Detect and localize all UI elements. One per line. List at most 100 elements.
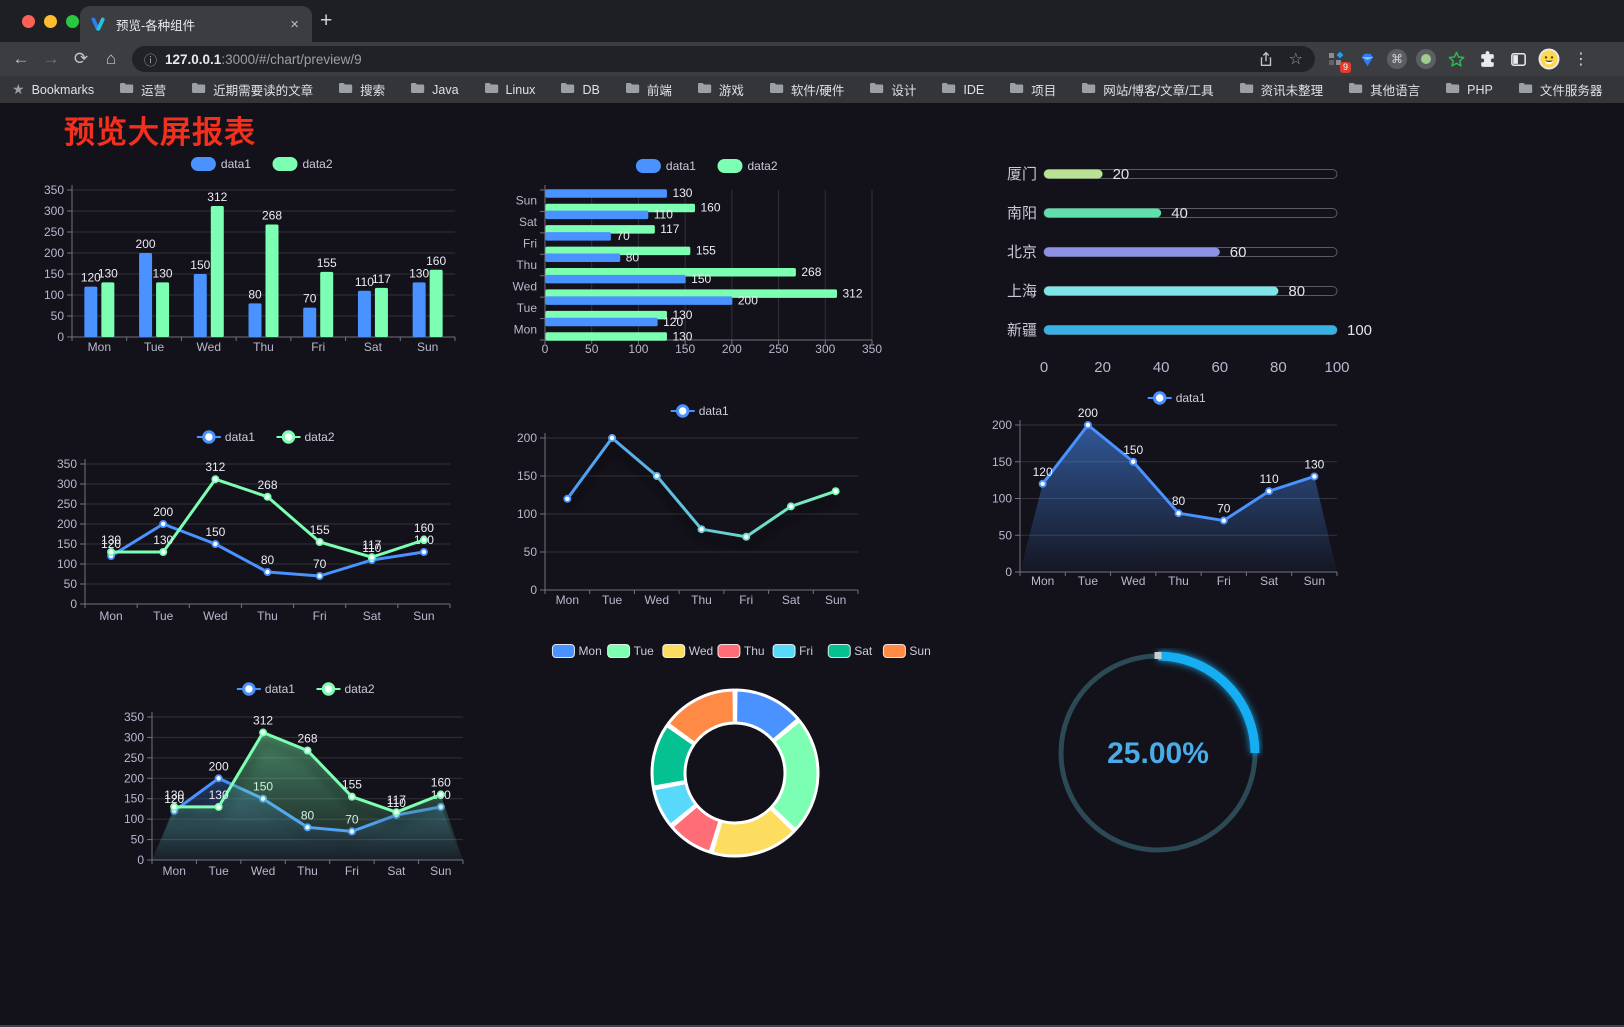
window-zoom-button[interactable] [66, 15, 79, 28]
bookmark-folder-item[interactable]: Java [410, 80, 459, 99]
svg-text:200: 200 [44, 246, 64, 260]
bookmark-folder-item[interactable]: 项目 [1009, 80, 1056, 99]
chart-area-single[interactable]: 0 50 100 150 200 Mon Tue Wed Thu Fri Sat Sun 120 200 1… [985, 385, 1355, 597]
bookmark-folder-item[interactable]: 设计 [869, 80, 916, 99]
svg-text:250: 250 [769, 342, 789, 356]
command-extension-icon[interactable]: ⌘ [1387, 49, 1407, 69]
bookmark-folder-item[interactable]: 前端 [625, 80, 672, 99]
svg-text:110: 110 [387, 796, 406, 810]
bookmark-folder-item[interactable]: 近期需要读的文章 [191, 80, 313, 99]
bookmark-folder-item[interactable]: 资讯未整理 [1239, 80, 1323, 99]
sidebar-toggle-icon[interactable] [1507, 48, 1529, 70]
chart-progress-bars[interactable]: 厦门 20 南阳 40 北京 60 上海 80 新疆 100 0 20 40 60 80 100 [995, 150, 1373, 385]
new-tab-button[interactable]: + [320, 9, 333, 32]
svg-text:Thu: Thu [297, 864, 318, 878]
svg-text:Mon: Mon [88, 340, 111, 354]
bookmark-folder-item[interactable]: DB [560, 80, 600, 99]
record-extension-icon[interactable] [1416, 49, 1436, 69]
svg-text:0: 0 [542, 342, 549, 356]
folder-icon [1009, 82, 1024, 97]
svg-text:130: 130 [672, 329, 692, 343]
bookmarks-manager[interactable]: ★ Bookmarks [12, 81, 94, 98]
svg-text:50: 50 [999, 528, 1013, 542]
chart-area-two-series[interactable]: 0 50 100 150 200 250 300 350 Mon Tue Wed Thu Fri Sat S… [100, 672, 525, 887]
svg-text:80: 80 [248, 287, 262, 301]
svg-text:50: 50 [585, 342, 599, 356]
extension-grid-icon[interactable]: 9 [1325, 48, 1351, 73]
gem-extension-icon[interactable] [1356, 48, 1378, 70]
svg-text:data1: data1 [265, 682, 295, 696]
svg-text:250: 250 [57, 497, 77, 511]
titlebar: 预览-各种组件 × + [0, 0, 1624, 42]
extensions-puzzle-icon[interactable] [1476, 48, 1498, 70]
svg-text:data2: data2 [748, 159, 778, 173]
svg-text:160: 160 [426, 254, 446, 268]
window-close-button[interactable] [22, 15, 35, 28]
site-info-icon[interactable]: ⓘ [144, 52, 158, 68]
svg-text:Thu: Thu [1168, 574, 1189, 588]
chart-donut-pie[interactable]: Mon Tue Wed Thu Fri Sat Sun [545, 638, 937, 888]
folder-icon [697, 82, 712, 97]
svg-text:110: 110 [362, 541, 381, 555]
bookmark-folder-item[interactable]: 游戏 [697, 80, 744, 99]
svg-text:20: 20 [1113, 166, 1130, 183]
bookmark-folder-item[interactable]: Linux [484, 80, 535, 99]
forward-button[interactable]: → [42, 49, 60, 68]
svg-text:70: 70 [303, 292, 317, 306]
address-bar[interactable]: ⓘ 127.0.0.1 :3000/#/chart/preview/9 ☆ [132, 46, 1315, 72]
svg-text:Tue: Tue [1078, 574, 1099, 588]
window-minimize-button[interactable] [44, 15, 57, 28]
folder-icon [941, 82, 956, 97]
folder-icon [410, 82, 425, 97]
svg-text:Sat: Sat [519, 215, 538, 229]
profile-avatar[interactable] [1538, 48, 1560, 70]
extension-badge: 9 [1339, 62, 1351, 73]
reload-button[interactable]: ⟳ [73, 49, 89, 68]
svg-text:Fri: Fri [345, 864, 359, 878]
svg-text:Mon: Mon [163, 864, 186, 878]
svg-text:Wed: Wed [513, 279, 537, 293]
chart-line-gradient[interactable]: 0 50 100 150 200 Mon Tue Wed Thu Fri Sat Sun data1 [505, 395, 893, 617]
home-button[interactable]: ⌂ [105, 49, 117, 68]
bookmark-folder-item[interactable]: 运营 [119, 80, 166, 99]
svg-text:80: 80 [261, 553, 275, 567]
svg-text:150: 150 [190, 258, 210, 272]
browser-menu-icon[interactable]: ⋮ [1573, 51, 1589, 68]
bookmark-star-icon[interactable]: ☆ [1288, 51, 1303, 68]
svg-text:268: 268 [262, 208, 282, 222]
bookmark-folder-item[interactable]: 搜索 [338, 80, 385, 99]
close-tab-icon[interactable]: × [290, 15, 299, 33]
chart-line-two-series[interactable]: 0 50 100 150 200 250 300 350 Mon Tue Wed Thu Fri Sat S… [40, 420, 460, 632]
bookmark-folder-item[interactable]: 其他语言 [1348, 80, 1420, 99]
svg-text:Tue: Tue [517, 301, 538, 315]
bookmark-folder-list: 运营 近期需要读的文章 搜索 Java Linux DB 前端 游戏 软件/硬件 设计 IDE 项目 网… [119, 80, 1602, 99]
star-extension-icon[interactable] [1445, 48, 1467, 70]
bookmark-folder-item[interactable]: 文件服务器 [1518, 80, 1602, 99]
svg-text:350: 350 [57, 457, 77, 471]
svg-text:Sat: Sat [1260, 574, 1279, 588]
svg-text:350: 350 [124, 710, 144, 724]
bookmark-folder-item[interactable]: PHP [1445, 80, 1493, 99]
svg-text:120: 120 [164, 792, 184, 806]
svg-text:data1: data1 [666, 159, 696, 173]
chart-gauge-progress[interactable]: 25.00% [1053, 648, 1263, 860]
back-button[interactable]: ← [12, 49, 30, 68]
bookmark-folder-item[interactable]: IDE [941, 80, 984, 99]
bookmark-folder-item[interactable]: 软件/硬件 [769, 80, 844, 99]
bookmark-folder-item[interactable]: 网站/博客/文章/工具 [1081, 80, 1214, 99]
svg-text:312: 312 [205, 460, 225, 474]
chart-grouped-bar[interactable]: 0 50 100 150 200 250 300 350 Mon Tue Wed Thu Fri Sat S… [40, 150, 460, 364]
svg-text:100: 100 [124, 812, 144, 826]
svg-text:70: 70 [616, 229, 630, 243]
folder-icon [1239, 82, 1254, 97]
chart-horizontal-bar[interactable]: 0 50 100 150 200 250 300 350 Sun 130 160 Sat 110 117 F… [505, 150, 893, 365]
svg-text:Fri: Fri [523, 237, 537, 251]
svg-text:Sun: Sun [413, 609, 434, 623]
svg-text:300: 300 [57, 477, 77, 491]
share-icon[interactable] [1257, 50, 1275, 68]
svg-text:data1: data1 [1176, 391, 1206, 405]
browser-tab[interactable]: 预览-各种组件 × [80, 6, 312, 42]
svg-text:Sat: Sat [387, 864, 406, 878]
url-path: :3000/#/chart/preview/9 [221, 51, 362, 67]
folder-icon [119, 82, 134, 97]
